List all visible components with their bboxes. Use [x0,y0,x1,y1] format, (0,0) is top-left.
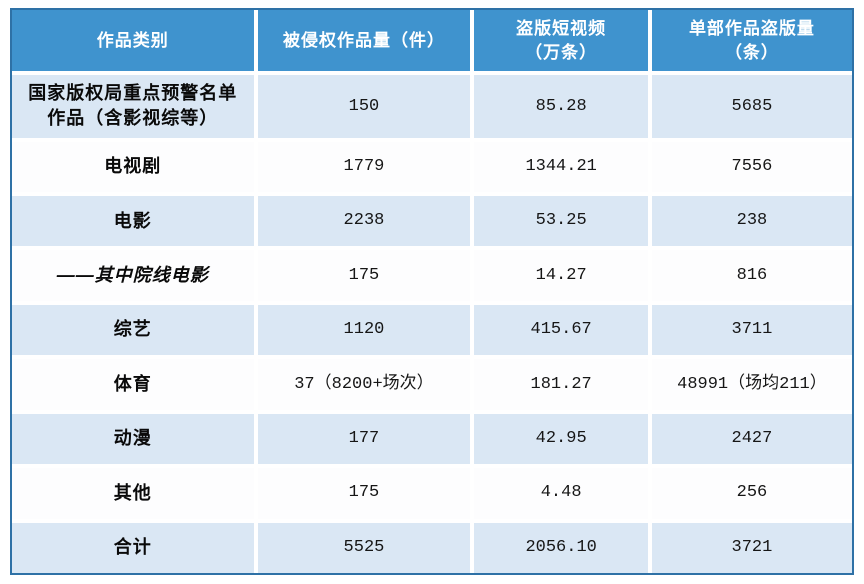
category-cell: 电视剧 [12,141,254,193]
category-label: 其他 [113,482,152,503]
short-videos-cell: 2056.10 [474,522,648,573]
per-work-cell: 256 [651,468,852,519]
short-videos-cell: 4.48 [474,468,648,519]
header-cell-category: 作品类别 [12,10,254,72]
short-videos-cell: 181.27 [474,359,648,410]
infringed-count-cell: 175 [257,468,471,519]
infringed-count-cell: 177 [257,413,471,465]
header-label: 被侵权作品量（件） [282,30,445,50]
piracy-stats-table: 作品类别 被侵权作品量（件） 盗版短视频 （万条） 单部作品盗版量 （条） 国家… [10,8,854,575]
category-label: 动漫 [113,428,152,449]
category-cell: 其他 [12,468,254,519]
short-videos-cell: 42.95 [474,413,648,465]
per-work-cell: 7556 [651,141,852,193]
per-work-cell: 3711 [651,304,852,356]
infringed-count-cell: 5525 [257,522,471,573]
category-label: ——其中院线电影 [56,265,209,286]
per-work-cell: 5685 [651,75,852,138]
header-cell-piracy-per-work: 单部作品盗版量 （条） [651,10,852,72]
category-cell: 体育 [12,359,254,410]
short-videos-cell: 53.25 [474,196,648,247]
category-label: 综艺 [113,319,152,340]
short-videos-cell: 85.28 [474,75,648,138]
short-videos-cell: 14.27 [474,250,648,301]
category-label: 国家版权局重点预警名单作品（含影视综等） [28,83,238,129]
header-label-line2: （万条） [525,42,598,62]
infringed-count-cell: 1779 [257,141,471,193]
header-cell-pirated-short-videos: 盗版短视频 （万条） [474,10,648,72]
category-label: 电影 [113,210,152,231]
per-work-cell: 238 [651,196,852,247]
per-work-cell: 816 [651,250,852,301]
category-label: 合计 [113,537,152,558]
header-label-line1: 盗版短视频 [516,18,607,38]
infringed-count-cell: 175 [257,250,471,301]
header-cell-infringed-count: 被侵权作品量（件） [257,10,471,72]
category-cell: ——其中院线电影 [12,250,254,301]
infringed-count-cell: 37（8200+场次） [257,359,471,410]
category-cell: 动漫 [12,413,254,465]
category-label: 电视剧 [104,156,162,177]
per-work-cell: 2427 [651,413,852,465]
header-label-line2: （条） [724,42,779,62]
header-label-line1: 单部作品盗版量 [688,18,815,38]
infringed-count-cell: 2238 [257,196,471,247]
header-label: 作品类别 [96,30,169,50]
per-work-cell: 3721 [651,522,852,573]
infringed-count-cell: 150 [257,75,471,138]
category-cell: 合计 [12,522,254,573]
short-videos-cell: 1344.21 [474,141,648,193]
category-label: 体育 [113,373,152,394]
category-cell: 综艺 [12,304,254,356]
infringed-count-cell: 1120 [257,304,471,356]
short-videos-cell: 415.67 [474,304,648,356]
category-cell: 电影 [12,196,254,247]
category-cell: 国家版权局重点预警名单作品（含影视综等） [12,75,254,138]
per-work-cell: 48991（场均211） [651,359,852,410]
